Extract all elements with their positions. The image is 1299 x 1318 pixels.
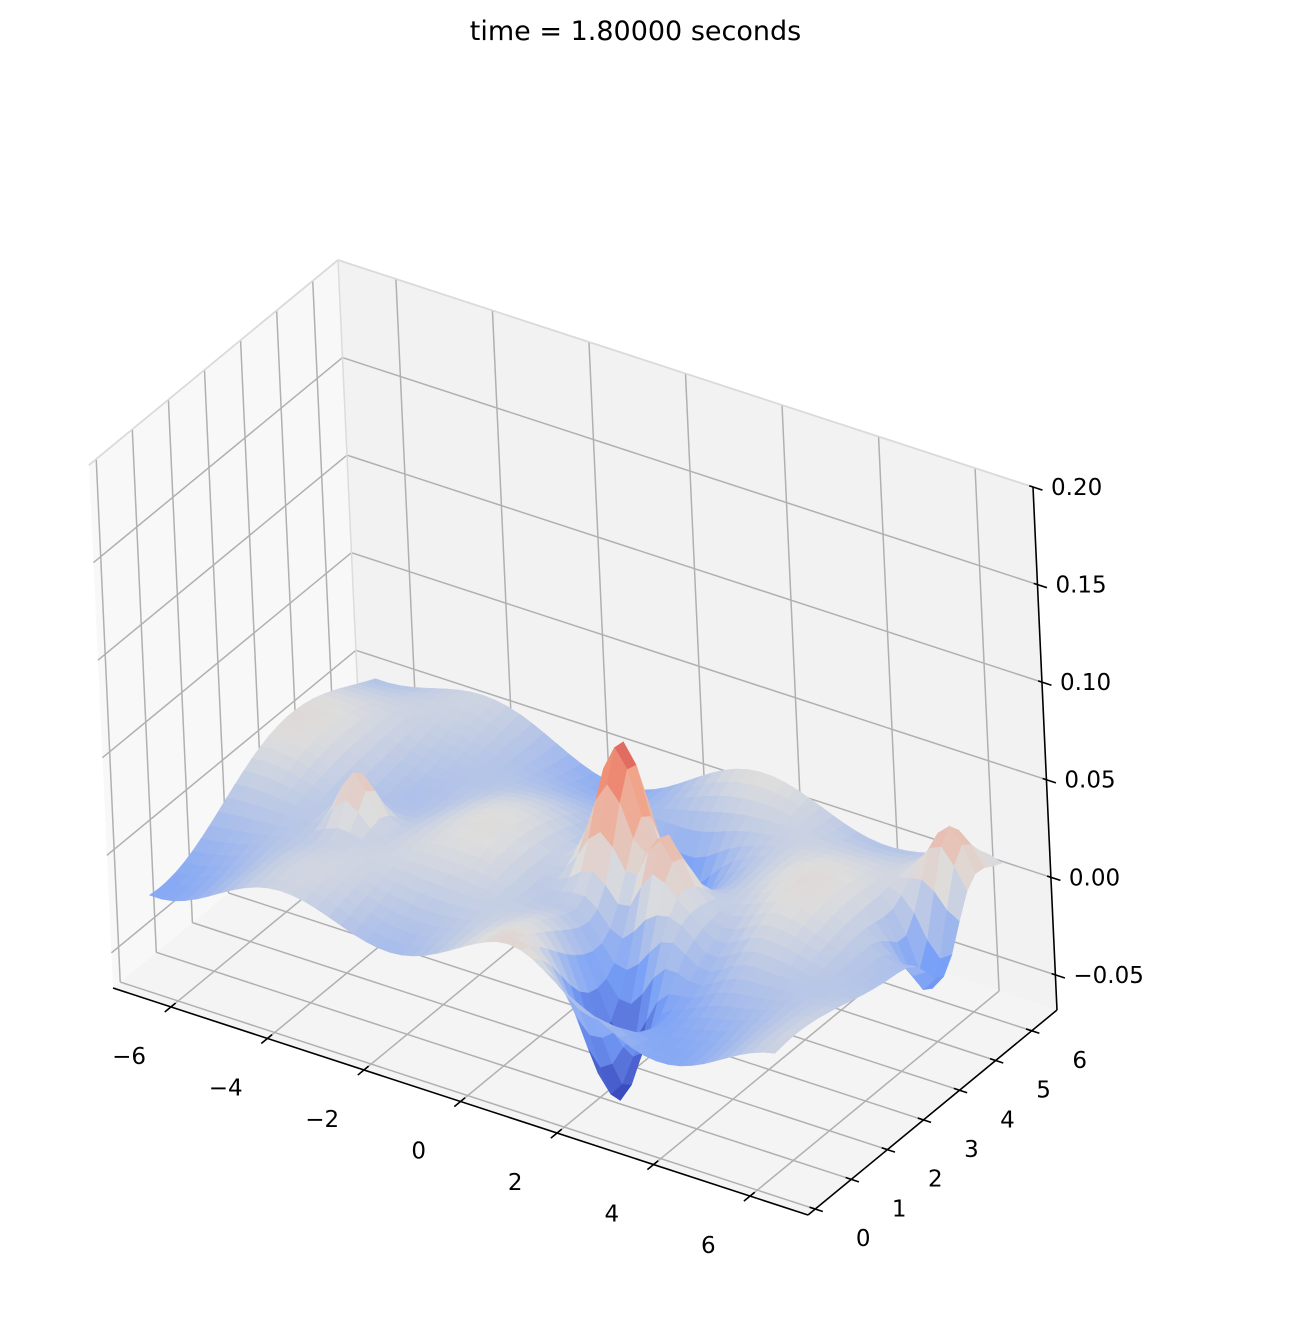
y-tick [809,1206,824,1213]
grid-line-x-back [974,468,1000,992]
grid-line-z-side [93,356,343,564]
x-tick-label: −2 [305,1107,339,1133]
y-tick [1025,1028,1040,1035]
z-tick [1046,875,1061,882]
y-tick-label: 0 [856,1226,871,1252]
y-tick-label: 2 [928,1167,943,1193]
pane-edge [88,259,339,466]
grid-line-y-side [131,429,158,953]
y-tick [845,1176,860,1183]
x-tick [357,1065,370,1076]
chart-title: time = 1.80000 seconds [469,16,802,47]
y-tick-label: 1 [892,1196,907,1222]
x-tick-label: 4 [604,1201,619,1227]
z-tick [1037,680,1052,687]
axis-panes [89,260,1057,1215]
surface-patch [762,1043,785,1054]
y-tick-label: 4 [1000,1107,1015,1133]
z-tick-label: 0.20 [1051,475,1102,501]
z-tick [1033,582,1048,589]
pane-edge [337,259,1034,488]
z-tick [1042,777,1057,784]
x-tick-label: 2 [508,1170,523,1196]
grid-line-y-floor [119,981,816,1210]
x-tick [260,1034,273,1045]
z-tick [1051,972,1066,979]
z-tick-label: 0.10 [1060,670,1111,696]
y-axis-line [807,1009,1058,1216]
grid-line-z-back [346,454,1043,683]
y-tick [953,1087,968,1094]
z-tick-label: −0.05 [1073,963,1143,989]
z-tick-label: 0.05 [1064,768,1115,794]
x-tick-label: 0 [411,1138,426,1164]
grid-line-y-floor [156,951,852,1181]
grid-line-z-back [351,552,1047,781]
x-tick-label: 6 [701,1233,716,1259]
z-tick-label: 0.15 [1055,573,1106,599]
y-tick [881,1147,896,1153]
y-tick [989,1057,1004,1064]
surface [148,678,1003,1101]
grid-line-z-side [97,454,348,661]
grid-line-z-side [106,649,357,856]
x-tick [550,1128,563,1139]
x-tick-label: −4 [209,1075,243,1101]
grid-line-z-side [101,552,352,759]
x-tick [743,1191,756,1202]
grid-line-z-back [342,356,1038,586]
z-axis-line [1032,486,1058,1011]
grid-line-y-side [95,459,121,983]
grid-line-y-side [167,399,194,923]
grid-line-x-floor [749,990,1000,1197]
y-tick-label: 3 [964,1137,979,1163]
y-tick-label: 6 [1072,1048,1087,1074]
x-tick [453,1097,466,1108]
x-tick [646,1160,659,1171]
z-tick [1028,484,1043,491]
x-tick-label: −6 [112,1044,146,1070]
z-tick-label: 0.00 [1069,865,1120,891]
grid-line-y-floor [192,921,888,1151]
y-tick-label: 5 [1036,1078,1051,1104]
y-tick [917,1117,932,1124]
x-tick [164,1002,177,1013]
